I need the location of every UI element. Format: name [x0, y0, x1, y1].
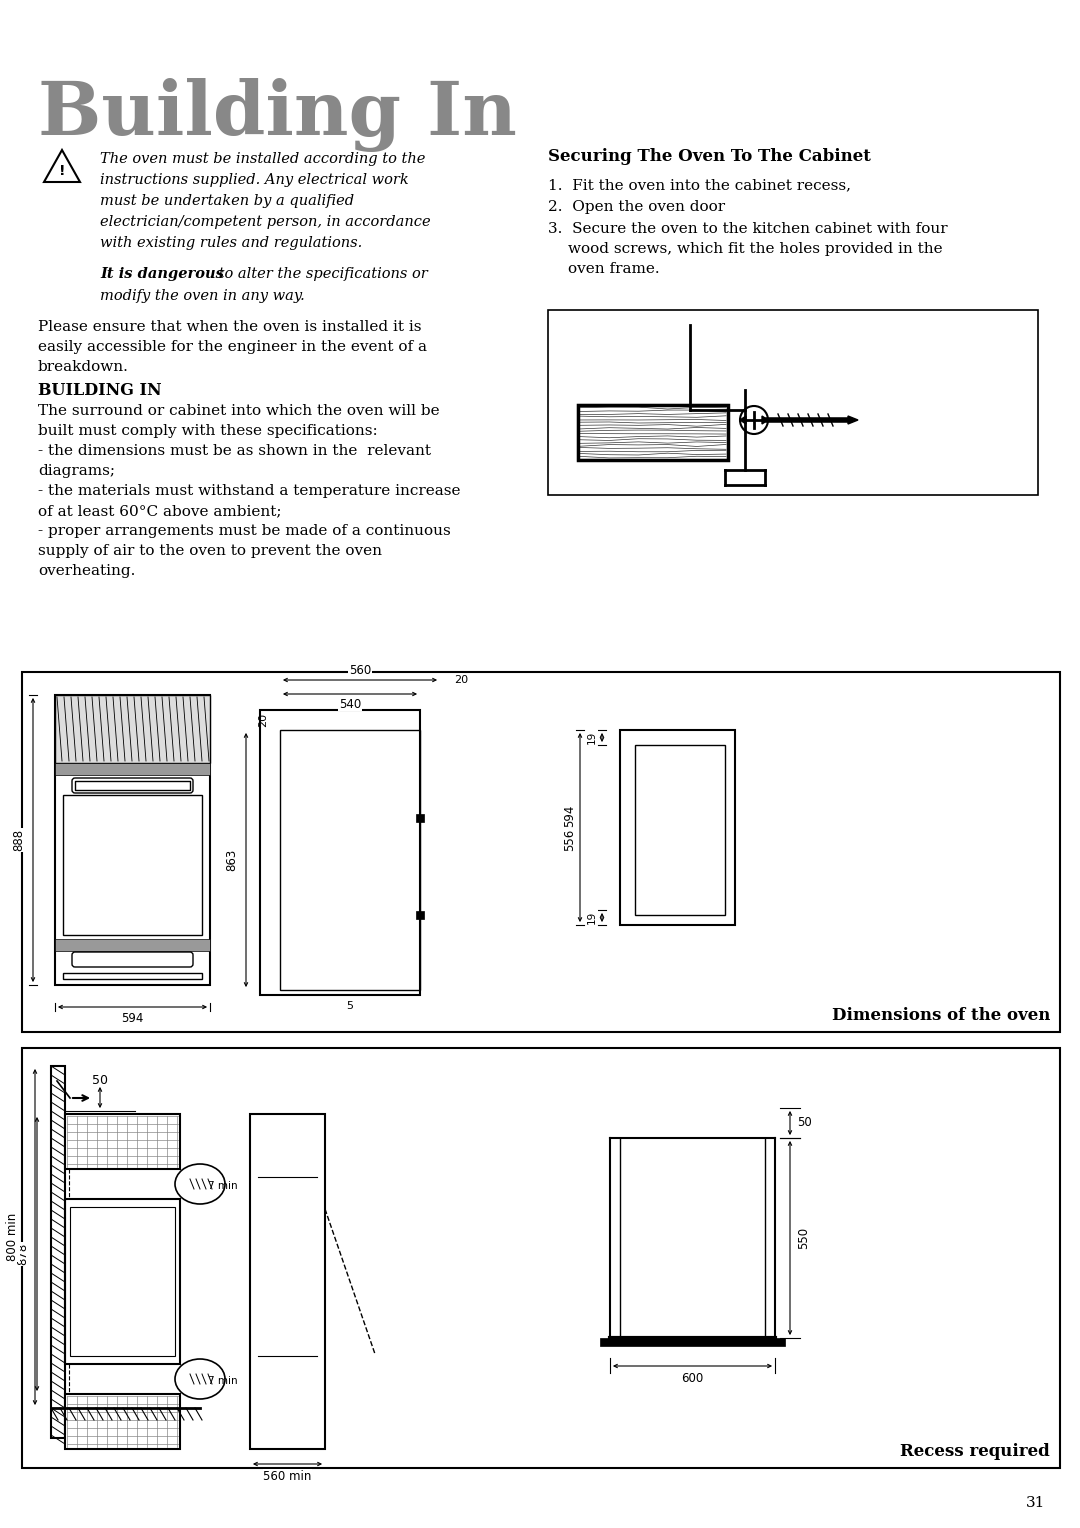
- Bar: [578, 405, 728, 460]
- Text: 7 min: 7 min: [208, 1377, 238, 1386]
- Bar: [578, 405, 728, 460]
- Text: 888: 888: [13, 828, 26, 851]
- Text: 19: 19: [588, 730, 597, 744]
- Text: The surround or cabinet into which the oven will be: The surround or cabinet into which the o…: [38, 403, 440, 419]
- Text: Dimensions of the oven: Dimensions of the oven: [832, 1007, 1050, 1024]
- Bar: [416, 911, 424, 920]
- Bar: [548, 310, 1038, 495]
- Text: 50: 50: [92, 1074, 108, 1086]
- Text: 1.  Fit the oven into the cabinet recess,: 1. Fit the oven into the cabinet recess,: [548, 177, 851, 193]
- Text: diagrams;: diagrams;: [38, 465, 114, 478]
- Bar: [65, 1114, 180, 1169]
- Text: Please ensure that when the oven is installed it is: Please ensure that when the oven is inst…: [38, 319, 421, 335]
- Text: must be undertaken by a qualified: must be undertaken by a qualified: [100, 194, 354, 208]
- Bar: [55, 695, 210, 762]
- Text: 600: 600: [681, 1372, 704, 1384]
- Bar: [70, 1207, 175, 1355]
- Text: easily accessible for the engineer in the event of a: easily accessible for the engineer in th…: [38, 341, 427, 354]
- Bar: [65, 1394, 180, 1449]
- Text: 594: 594: [121, 1013, 144, 1025]
- Bar: [416, 814, 424, 822]
- Bar: [63, 795, 202, 935]
- Bar: [55, 762, 210, 775]
- Text: - the materials must withstand a temperature increase: - the materials must withstand a tempera…: [38, 484, 460, 498]
- Text: BUILDING IN: BUILDING IN: [38, 382, 162, 399]
- Text: The oven must be installed according to the: The oven must be installed according to …: [100, 151, 426, 167]
- Text: overheating.: overheating.: [38, 564, 135, 578]
- Bar: [280, 730, 420, 990]
- Text: instructions supplied. Any electrical work: instructions supplied. Any electrical wo…: [100, 173, 408, 186]
- Circle shape: [740, 406, 768, 434]
- Bar: [63, 973, 202, 979]
- Text: 31: 31: [1026, 1496, 1045, 1510]
- Polygon shape: [762, 416, 768, 423]
- Text: Building In: Building In: [38, 78, 517, 151]
- Text: 863: 863: [226, 850, 239, 871]
- Bar: [22, 1048, 1059, 1468]
- Text: It is dangerous: It is dangerous: [100, 267, 224, 281]
- Text: modify the oven in any way.: modify the oven in any way.: [100, 289, 305, 303]
- Bar: [65, 1199, 180, 1365]
- Bar: [51, 1067, 65, 1438]
- Text: Securing The Oven To The Cabinet: Securing The Oven To The Cabinet: [548, 148, 870, 165]
- Text: 556: 556: [563, 828, 576, 851]
- Bar: [635, 746, 725, 915]
- Text: 594: 594: [563, 804, 576, 827]
- Text: 20: 20: [258, 714, 268, 727]
- Text: 800 min: 800 min: [6, 1213, 19, 1261]
- Text: !: !: [58, 163, 65, 177]
- Text: 878: 878: [16, 1242, 29, 1265]
- Text: 540: 540: [339, 697, 361, 711]
- Text: to alter the specifications or: to alter the specifications or: [214, 267, 428, 281]
- Polygon shape: [740, 416, 746, 423]
- Text: electrician/competent person, in accordance: electrician/competent person, in accorda…: [100, 215, 431, 229]
- Text: 3.  Secure the oven to the kitchen cabinet with four: 3. Secure the oven to the kitchen cabine…: [548, 222, 947, 235]
- Text: 19: 19: [588, 911, 597, 924]
- Text: built must comply with these specifications:: built must comply with these specificati…: [38, 423, 378, 439]
- Text: 50: 50: [797, 1117, 811, 1129]
- Bar: [249, 1114, 325, 1449]
- Bar: [22, 672, 1059, 1031]
- Text: of at least 60°C above ambient;: of at least 60°C above ambient;: [38, 504, 282, 518]
- Text: oven frame.: oven frame.: [568, 261, 660, 277]
- Text: with existing rules and regulations.: with existing rules and regulations.: [100, 235, 362, 251]
- Text: wood screws, which fit the holes provided in the: wood screws, which fit the holes provide…: [568, 241, 943, 257]
- Text: 560: 560: [349, 663, 372, 677]
- Polygon shape: [848, 416, 858, 423]
- Text: 560 min: 560 min: [264, 1470, 312, 1482]
- Bar: [260, 711, 420, 995]
- Bar: [55, 695, 210, 986]
- Text: supply of air to the oven to prevent the oven: supply of air to the oven to prevent the…: [38, 544, 382, 558]
- Text: 20: 20: [454, 675, 468, 685]
- Text: Recess required: Recess required: [901, 1442, 1050, 1459]
- Text: - proper arrangements must be made of a continuous: - proper arrangements must be made of a …: [38, 524, 450, 538]
- Text: - the dimensions must be as shown in the  relevant: - the dimensions must be as shown in the…: [38, 445, 431, 458]
- Text: 5: 5: [347, 1001, 353, 1012]
- Text: 550: 550: [797, 1227, 810, 1248]
- Text: 7 min: 7 min: [208, 1181, 238, 1190]
- Bar: [620, 730, 735, 924]
- Bar: [55, 940, 210, 950]
- Text: breakdown.: breakdown.: [38, 361, 129, 374]
- Text: 2.  Open the oven door: 2. Open the oven door: [548, 200, 725, 214]
- Bar: [75, 781, 190, 790]
- Bar: [600, 1339, 785, 1346]
